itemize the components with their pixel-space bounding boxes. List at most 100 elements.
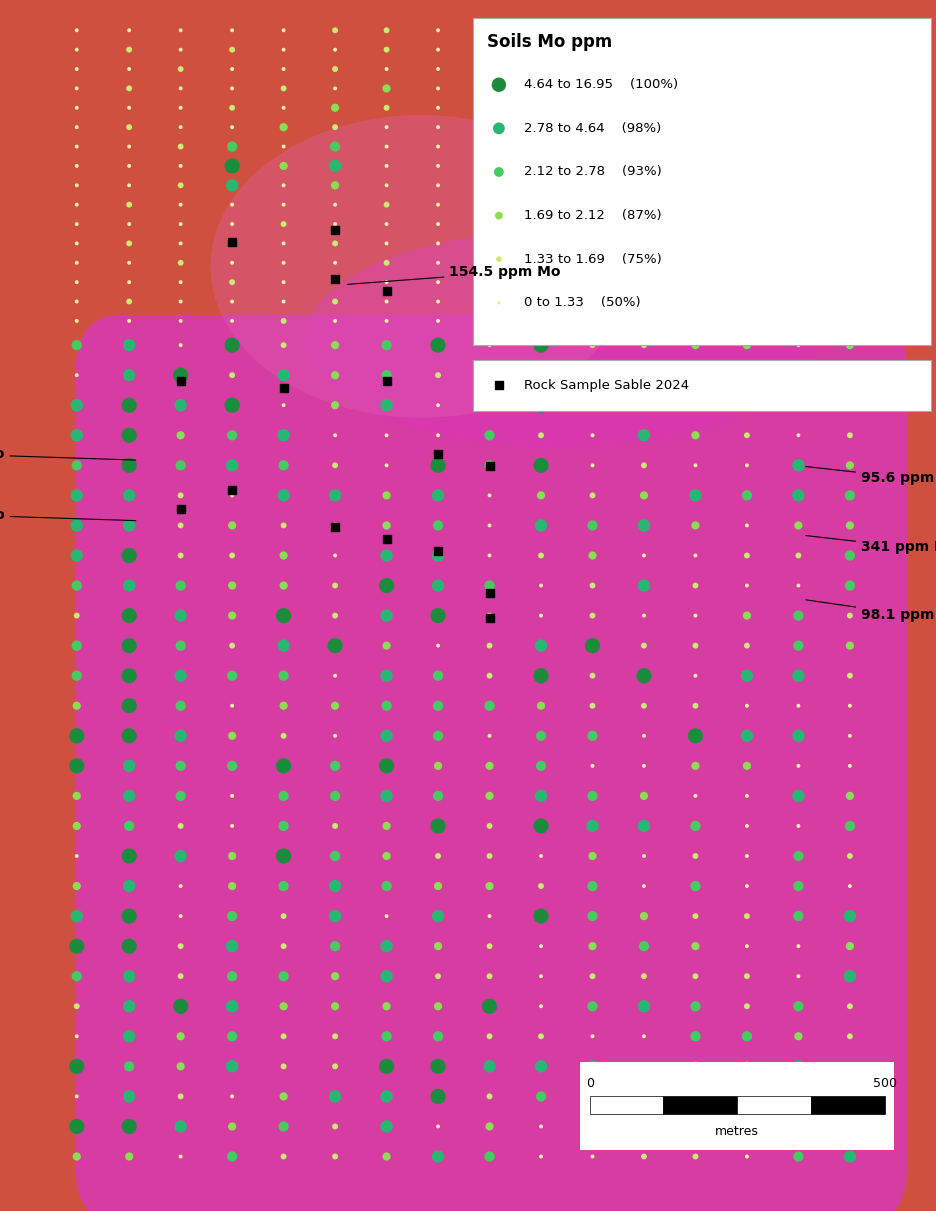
Point	[379, 98, 394, 117]
Point	[69, 727, 84, 746]
Point	[276, 1027, 291, 1046]
Text: 341 ppm Mo: 341 ppm Mo	[806, 535, 936, 555]
Point	[688, 1147, 703, 1166]
Point	[431, 936, 446, 955]
Point	[636, 966, 651, 986]
Point	[328, 21, 343, 40]
Point	[791, 366, 806, 385]
Point	[173, 1086, 188, 1106]
Point	[739, 727, 754, 746]
Point	[122, 606, 137, 625]
Point	[431, 444, 446, 464]
Text: 2.78 to 4.64    (98%): 2.78 to 4.64 (98%)	[524, 122, 662, 134]
Point	[636, 366, 651, 385]
Point	[328, 877, 343, 896]
Point	[225, 966, 240, 986]
Point	[69, 786, 84, 805]
Point	[122, 1057, 137, 1077]
Point	[842, 966, 857, 986]
Point	[225, 234, 240, 253]
Point	[739, 666, 754, 685]
Point	[122, 696, 137, 716]
Point	[636, 756, 651, 775]
Point	[69, 636, 84, 655]
Point	[482, 584, 497, 603]
Point	[791, 396, 806, 415]
Point	[225, 272, 240, 292]
Point	[379, 1086, 394, 1106]
Point	[379, 666, 394, 685]
Point	[122, 366, 137, 385]
Point	[379, 156, 394, 176]
Point	[225, 486, 240, 505]
Point	[431, 335, 446, 355]
Point	[739, 786, 754, 805]
Point	[688, 1117, 703, 1136]
Point	[225, 21, 240, 40]
Point	[276, 21, 291, 40]
Point	[534, 1117, 548, 1136]
Point	[585, 756, 600, 775]
Point	[122, 727, 137, 746]
Point	[173, 1117, 188, 1136]
Bar	[473, 18, 931, 345]
Point	[225, 156, 240, 176]
FancyBboxPatch shape	[75, 315, 908, 1211]
Point	[379, 1147, 394, 1166]
Point	[739, 455, 754, 475]
Point	[276, 214, 291, 234]
Point	[276, 156, 291, 176]
Point	[276, 816, 291, 836]
Point	[225, 576, 240, 596]
Point	[379, 576, 394, 596]
Point	[122, 21, 137, 40]
Point	[431, 727, 446, 746]
Point	[225, 292, 240, 311]
Point	[276, 516, 291, 535]
Point	[431, 906, 446, 925]
Point	[491, 293, 506, 312]
Point	[69, 40, 84, 59]
Point	[122, 272, 137, 292]
Point	[276, 486, 291, 505]
Point	[276, 727, 291, 746]
Point	[482, 1086, 497, 1106]
Point	[173, 727, 188, 746]
Point	[225, 1147, 240, 1166]
Point	[173, 606, 188, 625]
Point	[431, 846, 446, 866]
Point	[69, 846, 84, 866]
Point	[225, 756, 240, 775]
Point	[328, 214, 343, 234]
Point	[276, 292, 291, 311]
Point	[431, 541, 446, 561]
Point	[173, 1027, 188, 1046]
Point	[173, 486, 188, 505]
Point	[688, 997, 703, 1016]
Point	[688, 877, 703, 896]
Point	[276, 1147, 291, 1166]
Point	[842, 636, 857, 655]
Point	[739, 576, 754, 596]
Point	[739, 936, 754, 955]
Point	[173, 272, 188, 292]
Point	[122, 396, 137, 415]
Point	[173, 234, 188, 253]
Point	[122, 966, 137, 986]
Point	[328, 40, 343, 59]
Point	[636, 786, 651, 805]
Point	[276, 396, 291, 415]
Point	[379, 966, 394, 986]
Point	[585, 846, 600, 866]
Point	[585, 1117, 600, 1136]
Point	[431, 272, 446, 292]
Point	[328, 636, 343, 655]
Point	[842, 816, 857, 836]
Point	[276, 636, 291, 655]
Point	[276, 378, 291, 397]
Point	[585, 366, 600, 385]
Point	[328, 997, 343, 1016]
Point	[842, 666, 857, 685]
Point	[225, 936, 240, 955]
Point	[431, 234, 446, 253]
